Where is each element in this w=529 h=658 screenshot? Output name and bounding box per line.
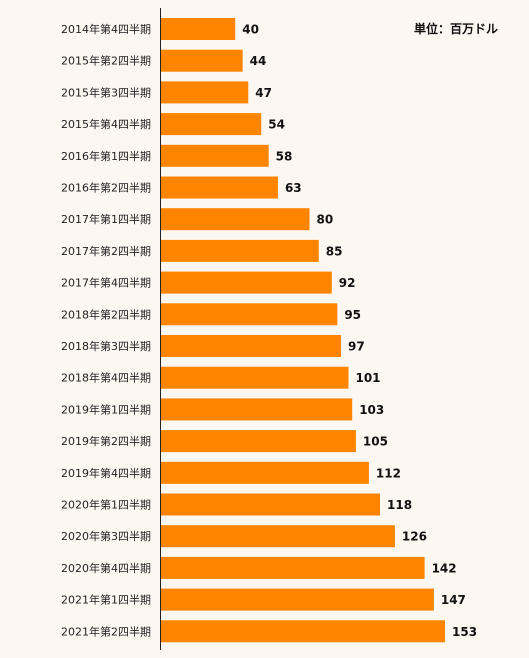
bar <box>161 556 425 579</box>
value-label: 47 <box>255 86 272 100</box>
category-label: 2018年第3四半期 <box>61 339 151 353</box>
category-label: 2019年第1四半期 <box>61 402 151 416</box>
value-label: 80 <box>316 213 333 227</box>
value-label: 118 <box>387 498 412 512</box>
bar <box>161 335 342 357</box>
category-label: 2018年第4四半期 <box>61 371 151 385</box>
category-label: 2015年第3四半期 <box>61 85 151 99</box>
value-label: 54 <box>268 118 285 132</box>
category-label: 2019年第4四半期 <box>61 466 151 480</box>
bar <box>161 81 249 104</box>
value-label: 85 <box>326 244 343 258</box>
bar <box>161 366 349 389</box>
bar <box>161 144 269 167</box>
category-label: 2021年第2四半期 <box>61 624 151 638</box>
category-label: 2015年第2四半期 <box>61 54 151 68</box>
value-label: 153 <box>452 625 477 639</box>
category-label: 2018年第2四半期 <box>61 307 151 321</box>
category-label: 2020年第3四半期 <box>61 529 151 543</box>
category-label: 2016年第1四半期 <box>61 149 151 163</box>
category-label: 2017年第2四半期 <box>61 244 151 258</box>
value-label: 63 <box>285 181 302 195</box>
category-label: 2017年第4四半期 <box>61 276 151 290</box>
bar <box>161 620 445 643</box>
value-label: 58 <box>276 149 293 163</box>
value-label: 44 <box>250 54 267 68</box>
category-label: 2015年第4四半期 <box>61 117 151 131</box>
category-label: 2014年第4四半期 <box>61 22 151 36</box>
bar <box>161 18 236 40</box>
bar <box>161 208 310 231</box>
bar <box>161 430 356 453</box>
value-label: 105 <box>363 435 388 449</box>
bar <box>161 461 369 484</box>
bar <box>161 271 332 294</box>
value-label: 147 <box>441 593 466 607</box>
bars-group: 2014年第4四半期 40 2015年第2四半期 44 2015年第3四半期 47 2015… <box>61 18 477 643</box>
bar <box>161 49 243 72</box>
unit-label: 単位：百万ドル <box>414 21 498 36</box>
category-label: 2016年第2四半期 <box>61 181 151 195</box>
bar <box>161 493 381 516</box>
category-label: 2019年第2四半期 <box>61 434 151 448</box>
value-label: 97 <box>348 340 365 354</box>
value-label: 40 <box>242 23 259 37</box>
bar <box>161 303 338 326</box>
value-label: 112 <box>376 466 401 480</box>
category-label: 2017年第1四半期 <box>61 212 151 226</box>
value-label: 101 <box>355 371 380 385</box>
value-label: 95 <box>344 308 361 322</box>
bar <box>161 239 319 262</box>
bar <box>161 176 278 199</box>
category-label: 2020年第1四半期 <box>61 498 151 512</box>
bar <box>161 398 353 421</box>
value-label: 142 <box>432 561 457 575</box>
bar <box>161 113 262 136</box>
category-label: 2021年第1四半期 <box>61 593 151 607</box>
bar <box>161 588 434 611</box>
value-label: 103 <box>359 403 384 417</box>
category-label: 2020年第4四半期 <box>61 561 151 575</box>
value-label: 126 <box>402 530 427 544</box>
bar <box>161 525 395 548</box>
value-label: 92 <box>339 276 356 290</box>
